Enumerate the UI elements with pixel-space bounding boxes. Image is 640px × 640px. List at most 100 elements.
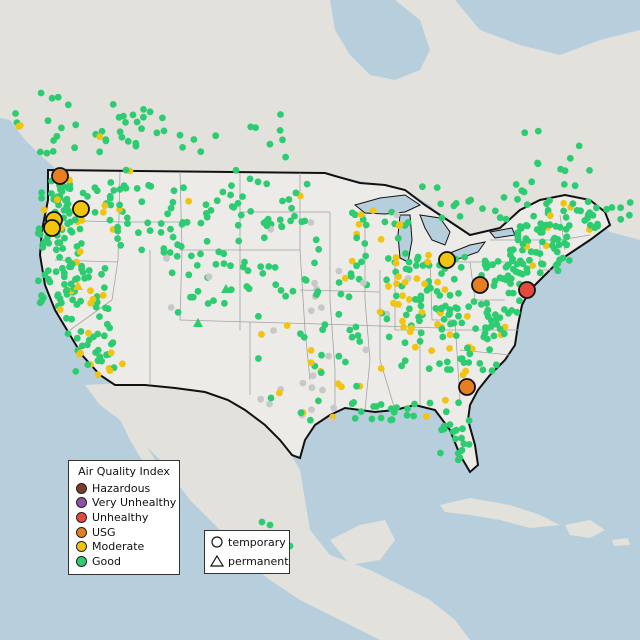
station-dot xyxy=(381,218,389,226)
station-dot xyxy=(289,287,297,295)
station-dot xyxy=(318,304,325,311)
station-dot xyxy=(314,288,322,296)
station-dot xyxy=(483,324,491,332)
station-dot xyxy=(546,221,554,229)
station-dot xyxy=(138,125,145,133)
station-dot xyxy=(401,357,409,365)
station-dot xyxy=(584,211,592,219)
station-dot xyxy=(117,241,125,249)
station-dot xyxy=(342,358,349,366)
station-dot xyxy=(500,194,508,201)
station-dot xyxy=(202,201,210,209)
station-dot xyxy=(484,313,492,321)
station-dot xyxy=(335,352,343,360)
station-dot xyxy=(508,257,516,265)
station-dot xyxy=(245,285,253,293)
station-dot xyxy=(626,199,634,206)
station-dot xyxy=(377,401,385,408)
station-dot xyxy=(383,310,391,318)
station-dot xyxy=(465,359,473,366)
station-dot xyxy=(227,262,234,270)
station-dot xyxy=(514,195,521,203)
station-dot xyxy=(43,149,51,157)
station-dot xyxy=(459,425,466,433)
station-dot xyxy=(67,227,74,234)
station-dot xyxy=(122,119,129,126)
station-dot xyxy=(176,131,184,139)
station-dot xyxy=(311,279,318,287)
station-dot xyxy=(301,276,308,283)
station-dot xyxy=(48,190,55,197)
station-dot xyxy=(85,273,92,281)
station-dot xyxy=(393,280,400,287)
station-dot xyxy=(534,160,542,168)
station-dot xyxy=(527,248,535,256)
station-dot xyxy=(89,295,97,303)
station-dot xyxy=(315,397,322,405)
permanent-station xyxy=(221,284,231,293)
station-dot xyxy=(334,380,342,388)
station-dot xyxy=(50,137,57,144)
station-dot xyxy=(96,133,104,141)
station-dot xyxy=(56,306,64,313)
station-dot xyxy=(617,204,624,212)
station-dot xyxy=(400,323,407,331)
station-dot xyxy=(512,181,520,188)
station-dot xyxy=(502,215,510,223)
station-dot xyxy=(514,236,522,244)
station-dot xyxy=(403,411,411,419)
station-dot xyxy=(41,271,49,279)
station-dot xyxy=(140,106,147,113)
station-dot xyxy=(337,290,345,298)
station-dot xyxy=(362,252,369,260)
station-dot xyxy=(58,188,66,196)
station-dot xyxy=(234,200,242,207)
station-dot xyxy=(163,254,170,262)
monitor-type-legend: temporary permanent xyxy=(204,530,290,574)
station-dot xyxy=(283,322,291,329)
station-dot xyxy=(411,343,419,351)
station-dot xyxy=(513,308,521,316)
station-dot xyxy=(54,196,61,204)
station-dot xyxy=(452,332,460,339)
station-dot xyxy=(539,238,546,246)
station-dot xyxy=(377,365,385,372)
station-dot xyxy=(194,287,202,295)
station-dot xyxy=(44,117,52,125)
station-dot xyxy=(297,409,305,417)
station-dot xyxy=(402,311,410,319)
station-dot xyxy=(146,227,154,235)
station-dot xyxy=(212,132,220,140)
station-dot xyxy=(257,395,265,403)
legend-label: Good xyxy=(92,554,121,568)
station-dot xyxy=(36,230,44,238)
station-dot xyxy=(185,197,193,205)
station-dot xyxy=(102,137,110,145)
station-dot xyxy=(562,214,570,221)
station-dot xyxy=(64,200,72,208)
station-dot xyxy=(114,235,121,243)
station-dot xyxy=(390,408,398,416)
station-dot xyxy=(330,404,338,412)
station-dot xyxy=(516,297,523,305)
station-dot xyxy=(519,260,527,268)
station-dot xyxy=(140,113,147,121)
station-dot xyxy=(440,316,448,323)
station-dot xyxy=(16,122,24,129)
station-dot xyxy=(164,210,172,218)
hispaniola-land xyxy=(565,520,605,538)
station-dot xyxy=(586,167,593,174)
station-dot xyxy=(63,286,71,294)
station-dot xyxy=(169,233,177,241)
highlighted-station xyxy=(518,281,536,299)
station-dot xyxy=(560,181,568,188)
station-dot xyxy=(167,204,175,212)
station-dot xyxy=(393,211,401,219)
station-dot xyxy=(60,207,68,214)
yucatan-land xyxy=(330,520,395,565)
station-dot xyxy=(79,269,87,276)
station-dot xyxy=(303,180,311,188)
station-dot xyxy=(84,361,92,368)
station-dot xyxy=(355,220,363,228)
station-dot xyxy=(177,243,185,250)
